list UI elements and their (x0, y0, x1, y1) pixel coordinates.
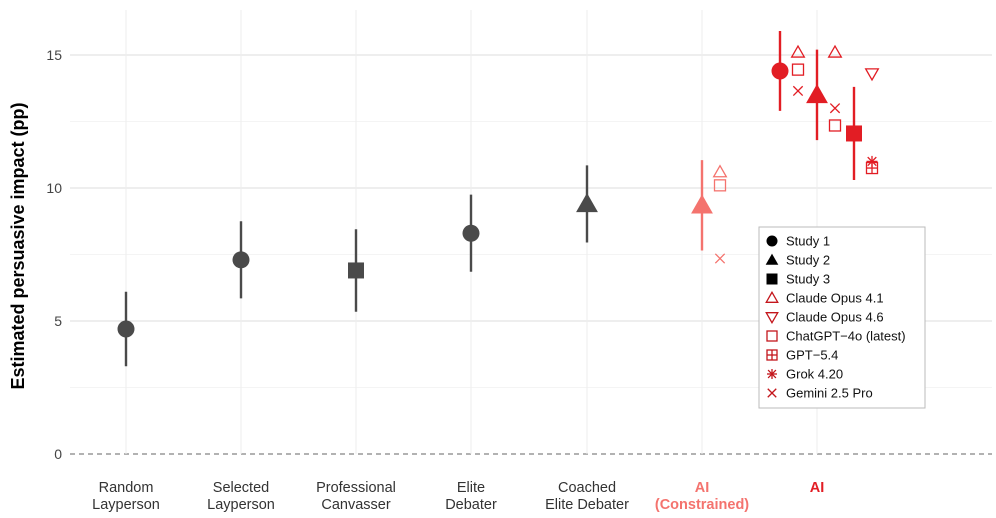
study-estimate-point (117, 320, 135, 338)
x-tick-label: AI (810, 480, 825, 496)
model-point (713, 179, 727, 192)
legend-key (766, 330, 778, 342)
study-estimate-point (806, 83, 828, 104)
study-estimate-point (691, 194, 713, 214)
model-point (829, 103, 841, 114)
x-tick-label: Canvasser (321, 497, 390, 513)
x-tick-label: AI (695, 480, 710, 496)
model-point (712, 164, 728, 178)
study-estimate-point (846, 125, 862, 142)
legend-label: Grok 4.20 (786, 367, 843, 382)
x-tick-label: (Constrained) (655, 497, 749, 513)
y-axis-title: Estimated persuasive impact (pp) (8, 102, 28, 389)
study-estimate-point (232, 251, 250, 269)
x-tick-label: Elite (457, 480, 485, 496)
legend-key (767, 388, 777, 398)
x-tick-label: Professional (316, 480, 396, 496)
x-tick-label: Elite Debater (545, 497, 629, 513)
legend-label: Claude Opus 4.1 (786, 291, 884, 306)
confidence-interval-layer (124, 31, 856, 367)
legend-label: Study 3 (786, 272, 830, 287)
model-point (790, 44, 806, 58)
study-estimate-point (348, 262, 364, 279)
legend-key (766, 235, 778, 247)
legend-box (758, 226, 926, 409)
model-point (865, 161, 879, 175)
x-tick-label: Coached (558, 480, 616, 496)
legend-label: Study 1 (786, 234, 830, 249)
legend-key (767, 369, 777, 379)
x-tick-label: Debater (445, 497, 497, 513)
model-point (791, 63, 805, 76)
axis-tick-layer: 051015RandomLaypersonSelectedLaypersonPr… (46, 47, 824, 513)
y-tick-label: 0 (54, 446, 62, 462)
x-tick-label: Random (99, 480, 154, 496)
model-point (792, 85, 804, 97)
legend-label: ChatGPT−4o (latest) (786, 329, 906, 344)
legend-label: Claude Opus 4.6 (786, 310, 884, 325)
legend-key (765, 312, 779, 325)
x-tick-label: Selected (213, 480, 269, 496)
legend-key (766, 349, 778, 361)
legend-key (765, 290, 779, 303)
legend-label: GPT−5.4 (786, 348, 838, 363)
model-point (864, 68, 880, 82)
study-estimate-point (576, 193, 598, 213)
model-point (827, 44, 843, 58)
model-point (828, 119, 842, 132)
study-estimate-layer (117, 62, 862, 338)
model-point (714, 253, 726, 264)
study-estimate-point (462, 224, 480, 242)
legend-key (765, 253, 779, 265)
y-tick-label: 10 (46, 180, 62, 196)
x-tick-label: Layperson (92, 497, 160, 513)
model-marker-layer (712, 44, 880, 264)
y-tick-label: 5 (54, 313, 62, 329)
x-tick-label: Layperson (207, 497, 275, 513)
legend-label: Study 2 (786, 253, 830, 268)
legend: Study 1 Study 2 Study 3 Claude Opus 4.1 Clau… (758, 226, 926, 409)
y-tick-label: 15 (46, 47, 62, 63)
study-estimate-point (771, 62, 789, 80)
legend-key (766, 273, 778, 285)
legend-label: Gemini 2.5 Pro (786, 386, 873, 401)
